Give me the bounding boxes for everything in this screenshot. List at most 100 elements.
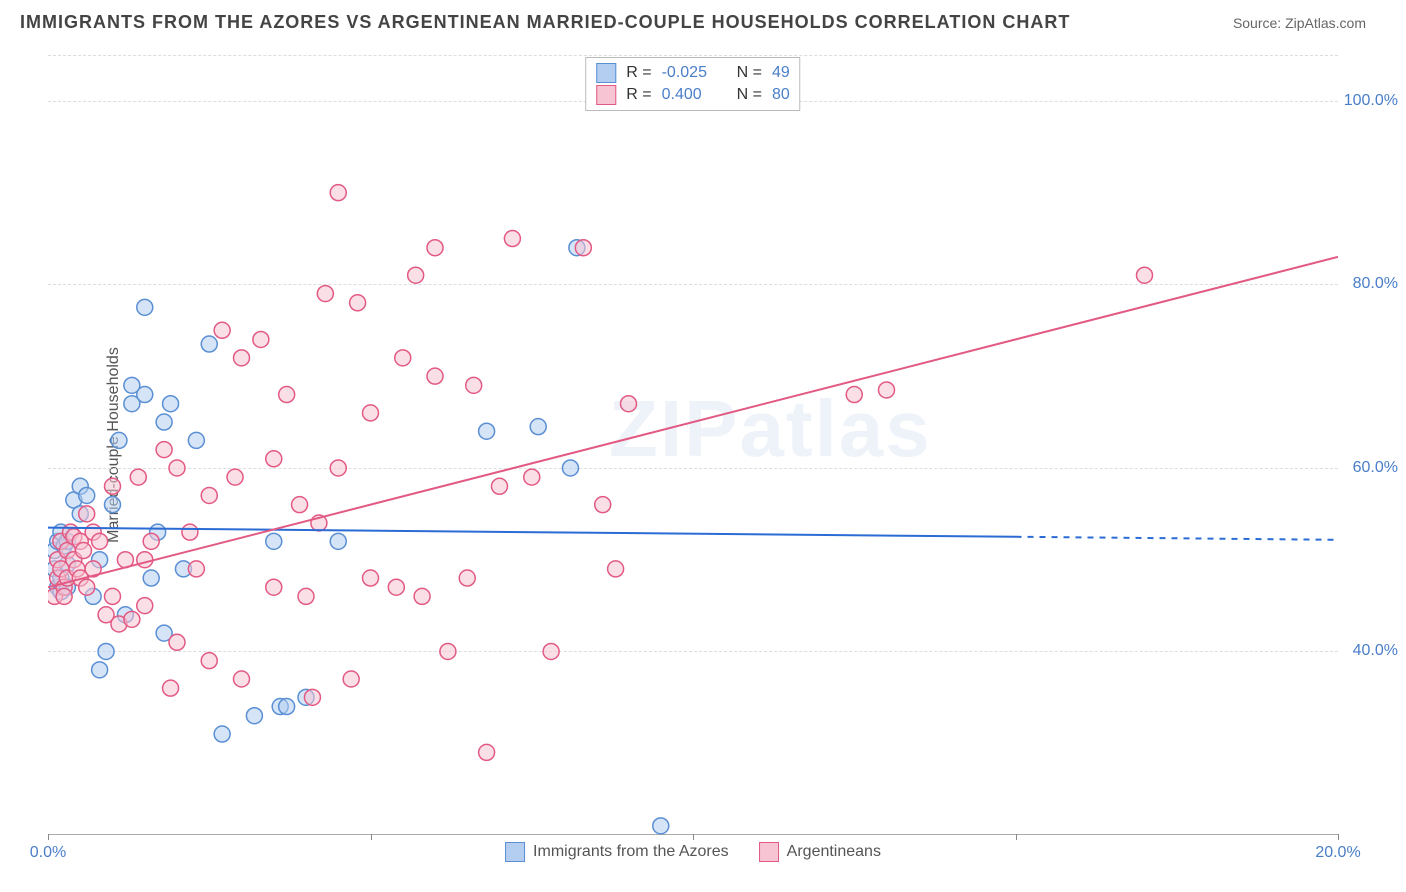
data-point	[1137, 267, 1153, 283]
data-point	[608, 561, 624, 577]
data-point	[79, 579, 95, 595]
data-point	[388, 579, 404, 595]
legend-r-value: 0.400	[662, 86, 717, 104]
data-point	[427, 368, 443, 384]
data-point	[562, 460, 578, 476]
legend-row: R = 0.400 N = 80	[596, 84, 789, 106]
data-point	[214, 726, 230, 742]
data-point	[266, 451, 282, 467]
data-point	[492, 478, 508, 494]
data-point	[156, 414, 172, 430]
legend-n-value: 80	[772, 86, 790, 104]
data-point	[156, 442, 172, 458]
data-point	[408, 267, 424, 283]
legend-n-label: N =	[737, 64, 762, 82]
data-point	[143, 533, 159, 549]
data-point	[124, 611, 140, 627]
data-point	[163, 680, 179, 696]
data-point	[214, 322, 230, 338]
data-point	[304, 689, 320, 705]
data-point	[56, 588, 72, 604]
data-point	[575, 240, 591, 256]
data-point	[524, 469, 540, 485]
data-point	[459, 570, 475, 586]
y-tick-label: 60.0%	[1343, 459, 1398, 477]
x-tick-label: 20.0%	[1315, 844, 1360, 862]
trend-line-extrapolated	[1016, 537, 1339, 540]
y-tick-label: 100.0%	[1343, 92, 1398, 110]
data-point	[79, 506, 95, 522]
data-point	[227, 469, 243, 485]
data-point	[169, 460, 185, 476]
data-point	[98, 643, 114, 659]
data-point	[169, 634, 185, 650]
correlation-legend: R = -0.025 N = 49 R = 0.400 N = 80	[585, 57, 800, 111]
data-point	[440, 643, 456, 659]
data-point	[105, 588, 121, 604]
data-point	[92, 533, 108, 549]
data-point	[879, 382, 895, 398]
y-tick-label: 80.0%	[1343, 275, 1398, 293]
data-point	[343, 671, 359, 687]
legend-swatch	[505, 842, 525, 862]
data-point	[163, 396, 179, 412]
data-point	[543, 643, 559, 659]
series-legend: Immigrants from the Azores Argentineans	[505, 842, 881, 862]
data-point	[363, 570, 379, 586]
data-point	[201, 336, 217, 352]
scatter-plot	[48, 55, 1338, 835]
data-point	[137, 552, 153, 568]
data-point	[479, 423, 495, 439]
source-attribution: Source: ZipAtlas.com	[1233, 15, 1366, 31]
data-point	[79, 487, 95, 503]
data-point	[330, 533, 346, 549]
legend-item: Argentineans	[759, 842, 881, 862]
legend-row: R = -0.025 N = 49	[596, 62, 789, 84]
data-point	[130, 469, 146, 485]
x-tick-mark	[1338, 834, 1339, 840]
data-point	[530, 419, 546, 435]
data-point	[75, 543, 91, 559]
data-point	[188, 432, 204, 448]
legend-n-label: N =	[737, 86, 762, 104]
data-point	[350, 295, 366, 311]
data-point	[111, 432, 127, 448]
data-point	[105, 497, 121, 513]
legend-r-label: R =	[626, 64, 651, 82]
data-point	[188, 561, 204, 577]
data-point	[292, 497, 308, 513]
trend-line	[48, 257, 1338, 587]
legend-item: Immigrants from the Azores	[505, 842, 729, 862]
data-point	[504, 231, 520, 247]
data-point	[182, 524, 198, 540]
legend-n-value: 49	[772, 64, 790, 82]
data-point	[279, 387, 295, 403]
legend-r-label: R =	[626, 86, 651, 104]
data-point	[92, 662, 108, 678]
data-point	[246, 708, 262, 724]
data-point	[653, 818, 669, 834]
data-point	[479, 744, 495, 760]
data-point	[298, 588, 314, 604]
data-point	[363, 405, 379, 421]
data-point	[466, 377, 482, 393]
legend-r-value: -0.025	[662, 64, 717, 82]
chart-title: IMMIGRANTS FROM THE AZORES VS ARGENTINEA…	[20, 12, 1070, 33]
data-point	[414, 588, 430, 604]
x-tick-label: 0.0%	[30, 844, 66, 862]
data-point	[201, 653, 217, 669]
data-point	[137, 299, 153, 315]
data-point	[279, 699, 295, 715]
legend-swatch	[759, 842, 779, 862]
legend-swatch	[596, 63, 616, 83]
data-point	[266, 533, 282, 549]
data-point	[330, 185, 346, 201]
data-point	[317, 286, 333, 302]
data-point	[846, 387, 862, 403]
data-point	[234, 350, 250, 366]
data-point	[234, 671, 250, 687]
chart-area: ZIPatlas Married-couple Households R =-0…	[48, 55, 1338, 835]
data-point	[137, 387, 153, 403]
data-point	[201, 487, 217, 503]
data-point	[330, 460, 346, 476]
